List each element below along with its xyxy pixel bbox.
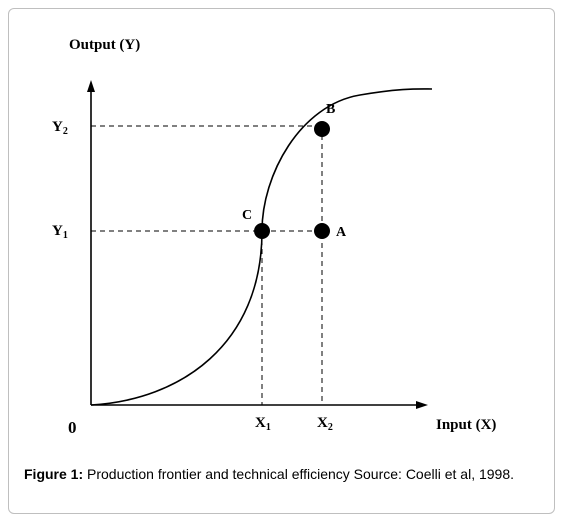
- y1-label-main: Y: [52, 223, 63, 239]
- point-a: [314, 223, 330, 239]
- point-a-label: A: [336, 225, 347, 240]
- x1-label: X1: [255, 415, 271, 433]
- figure-frame: [8, 8, 555, 514]
- x-axis-title: Input (X): [436, 417, 496, 433]
- x2-label: X2: [317, 415, 333, 433]
- y2-label: Y2: [52, 119, 68, 137]
- point-b: [314, 121, 330, 137]
- point-c: [254, 223, 270, 239]
- y2-label-sub: 2: [63, 126, 68, 137]
- x1-label-main: X: [255, 415, 266, 431]
- caption-label: Figure 1:: [24, 466, 84, 482]
- y1-label-sub: 1: [63, 230, 68, 241]
- x1-label-sub: 1: [266, 422, 271, 433]
- point-b-label: B: [326, 102, 335, 117]
- point-c-label: C: [242, 208, 252, 223]
- y2-label-main: Y: [52, 119, 63, 135]
- caption-text: Production frontier and technical effici…: [83, 466, 515, 482]
- x2-label-main: X: [317, 415, 328, 431]
- y-axis-arrowhead: [87, 80, 95, 92]
- y1-label: Y1: [52, 223, 68, 241]
- x2-label-sub: 2: [328, 422, 333, 433]
- x-axis-arrowhead: [416, 401, 428, 409]
- y-axis-title: Output (Y): [69, 37, 140, 53]
- production-frontier-curve: [90, 88, 433, 406]
- figure-caption: Figure 1: Production frontier and techni…: [24, 466, 542, 483]
- origin-label: 0: [68, 418, 77, 437]
